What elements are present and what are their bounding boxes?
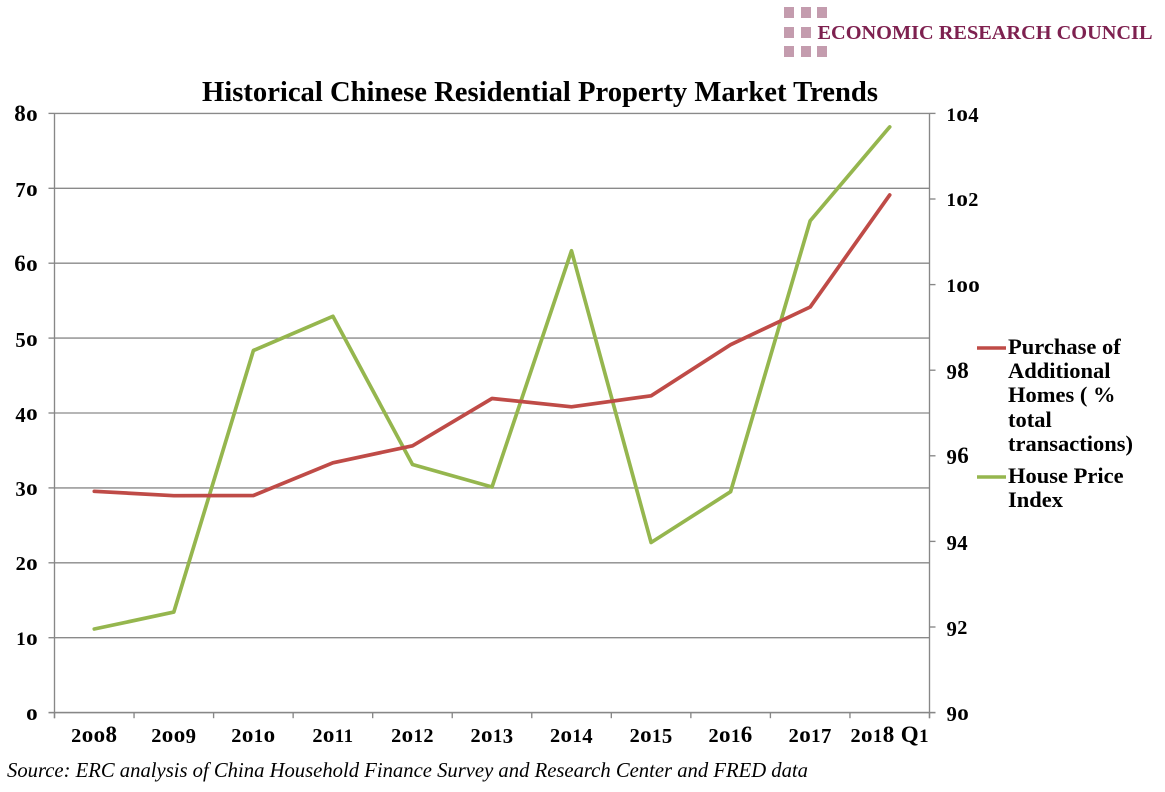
svg-text:Historical Chinese Residential: Historical Chinese Residential Property … xyxy=(202,76,878,108)
svg-text:ECONOMIC RESEARCH COUNCIL: ECONOMIC RESEARCH COUNCIL xyxy=(818,22,1153,44)
svg-text:Source: ERC analysis of China: Source: ERC analysis of China Household … xyxy=(7,758,808,782)
